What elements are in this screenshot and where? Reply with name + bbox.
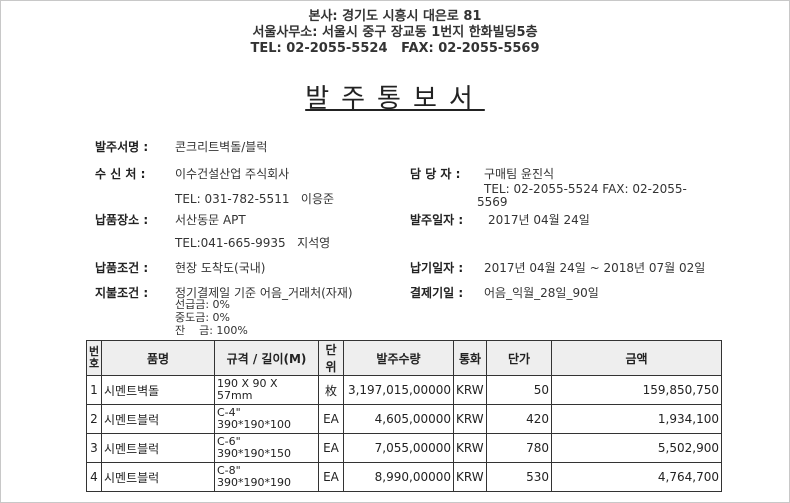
- row-amount: 159,850,750: [551, 375, 722, 405]
- col-qty: 발주수량: [343, 340, 454, 376]
- row-amount: 5,502,900: [551, 433, 722, 463]
- row-unit: EA: [318, 462, 344, 492]
- row-no: 4: [86, 462, 102, 492]
- row-spec: C-8" 390*190*190: [214, 462, 319, 492]
- row-no: 1: [86, 375, 102, 405]
- row-amount: 1,934,100: [551, 404, 722, 434]
- interim-payment: 중도금: 0%: [175, 311, 231, 324]
- table-row: 4 시멘트블럭 C-8" 390*190*190 EA 8,990,00000 KRW 530…: [86, 462, 722, 492]
- col-price: 단가: [486, 340, 552, 376]
- page-title: 발주통보서: [305, 84, 485, 114]
- row-no: 3: [86, 433, 102, 463]
- delivery-terms-label: 납품조건 :: [95, 261, 149, 275]
- row-price: 780: [486, 433, 552, 463]
- manager-contact-cont: 5569: [477, 195, 508, 209]
- row-spec-line: C-4": [217, 406, 241, 419]
- table-row: 2 시멘트블럭 C-4" 390*190*100 EA 4,605,00000 KRW 420…: [86, 404, 722, 434]
- row-unit: EA: [318, 404, 344, 434]
- col-amount: 금액: [551, 340, 722, 376]
- row-spec: 190 X 90 X 57mm: [214, 375, 319, 405]
- row-item-name: 시멘트블럭: [101, 433, 215, 463]
- table-row: 3 시멘트블럭 C-6" 390*190*150 EA 7,055,00000 KRW 780…: [86, 433, 722, 463]
- manager-value: 구매팀 윤진식: [484, 167, 555, 181]
- order-date-value: 2017년 04월 24일: [488, 213, 590, 227]
- recipient-value: 이수건설산업 주식회사: [175, 167, 290, 181]
- table-header-row: 번호 품명 규격 / 길이(M) 단위 발주수량 통화 단가 금액: [86, 340, 722, 376]
- col-currency: 통화: [453, 340, 487, 376]
- table-row: 1 시멘트벽돌 190 X 90 X 57mm 枚 3,197,015,00000 KRW 5…: [86, 375, 722, 405]
- row-spec: C-6" 390*190*150: [214, 433, 319, 463]
- row-spec-line: C-6": [217, 435, 241, 448]
- payment-day-label: 결제기일 :: [410, 286, 464, 300]
- row-currency: KRW: [453, 462, 487, 492]
- payment-day-value: 어음_익월_28일_90일: [484, 286, 599, 300]
- row-no: 2: [86, 404, 102, 434]
- row-spec-line: 390*190*100: [217, 418, 291, 431]
- row-unit: EA: [318, 433, 344, 463]
- row-spec: C-4" 390*190*100: [214, 404, 319, 434]
- delivery-place-label: 납품장소 :: [95, 213, 149, 227]
- row-item-name: 시멘트블럭: [101, 462, 215, 492]
- row-currency: KRW: [453, 404, 487, 434]
- due-date-label: 납기일자 :: [410, 261, 464, 275]
- header-phone: TEL: 02-2055-5524 FAX: 02-2055-5569: [250, 41, 540, 56]
- manager-contact: TEL: 02-2055-5524 FAX: 02-2055-: [484, 182, 687, 196]
- row-item-name: 시멘트벽돌: [101, 375, 215, 405]
- row-qty: 3,197,015,00000: [343, 375, 454, 405]
- row-price: 420: [486, 404, 552, 434]
- row-price: 530: [486, 462, 552, 492]
- row-price: 50: [486, 375, 552, 405]
- balance-payment: 잔 금: 100%: [175, 324, 248, 337]
- col-no: 번호: [86, 340, 102, 376]
- recipient-contact: TEL: 031-782-5511 이응준: [175, 192, 335, 206]
- payment-terms-value: 정기결제일 기준 어음_거래처(자재): [175, 286, 353, 300]
- col-item: 품명: [101, 340, 215, 376]
- col-unit: 단위: [318, 340, 344, 376]
- order-items-table: 번호 품명 규격 / 길이(M) 단위 발주수량 통화 단가 금액 1 시멘트벽돌…: [86, 340, 722, 492]
- row-currency: KRW: [453, 375, 487, 405]
- delivery-place-value: 서산동문 APT: [175, 213, 246, 227]
- delivery-place-contact: TEL:041-665-9935 지석영: [175, 236, 331, 250]
- order-name-value: 콘크리트벽돌/블럭: [175, 140, 268, 154]
- row-spec-line: 190 X 90 X: [217, 377, 278, 390]
- row-qty: 4,605,00000: [343, 404, 454, 434]
- manager-label: 담 당 자 :: [410, 167, 461, 181]
- row-qty: 7,055,00000: [343, 433, 454, 463]
- delivery-terms-value: 현장 도착도(국내): [175, 261, 266, 275]
- row-amount: 4,764,700: [551, 462, 722, 492]
- row-currency: KRW: [453, 433, 487, 463]
- order-date-label: 발주일자 :: [410, 213, 464, 227]
- recipient-label: 수 신 처 :: [95, 167, 146, 181]
- header-seoul-office: 서울사무소: 서울시 중구 장교동 1번지 한화빌딩5층: [252, 25, 538, 40]
- row-item-name: 시멘트블럭: [101, 404, 215, 434]
- row-spec-line: 57mm: [217, 389, 253, 402]
- row-spec-line: C-8": [217, 464, 241, 477]
- header-address: 본사: 경기도 시흥시 대은로 81: [308, 9, 482, 24]
- due-date-value: 2017년 04월 24일 ~ 2018년 07월 02일: [484, 261, 706, 275]
- row-spec-line: 390*190*190: [217, 476, 291, 489]
- col-spec: 규격 / 길이(M): [214, 340, 319, 376]
- row-qty: 8,990,00000: [343, 462, 454, 492]
- payment-terms-label: 지불조건 :: [95, 286, 149, 300]
- order-name-label: 발주서명 :: [95, 140, 149, 154]
- row-spec-line: 390*190*150: [217, 447, 291, 460]
- advance-payment: 선급금: 0%: [175, 298, 231, 311]
- row-unit: 枚: [318, 375, 344, 405]
